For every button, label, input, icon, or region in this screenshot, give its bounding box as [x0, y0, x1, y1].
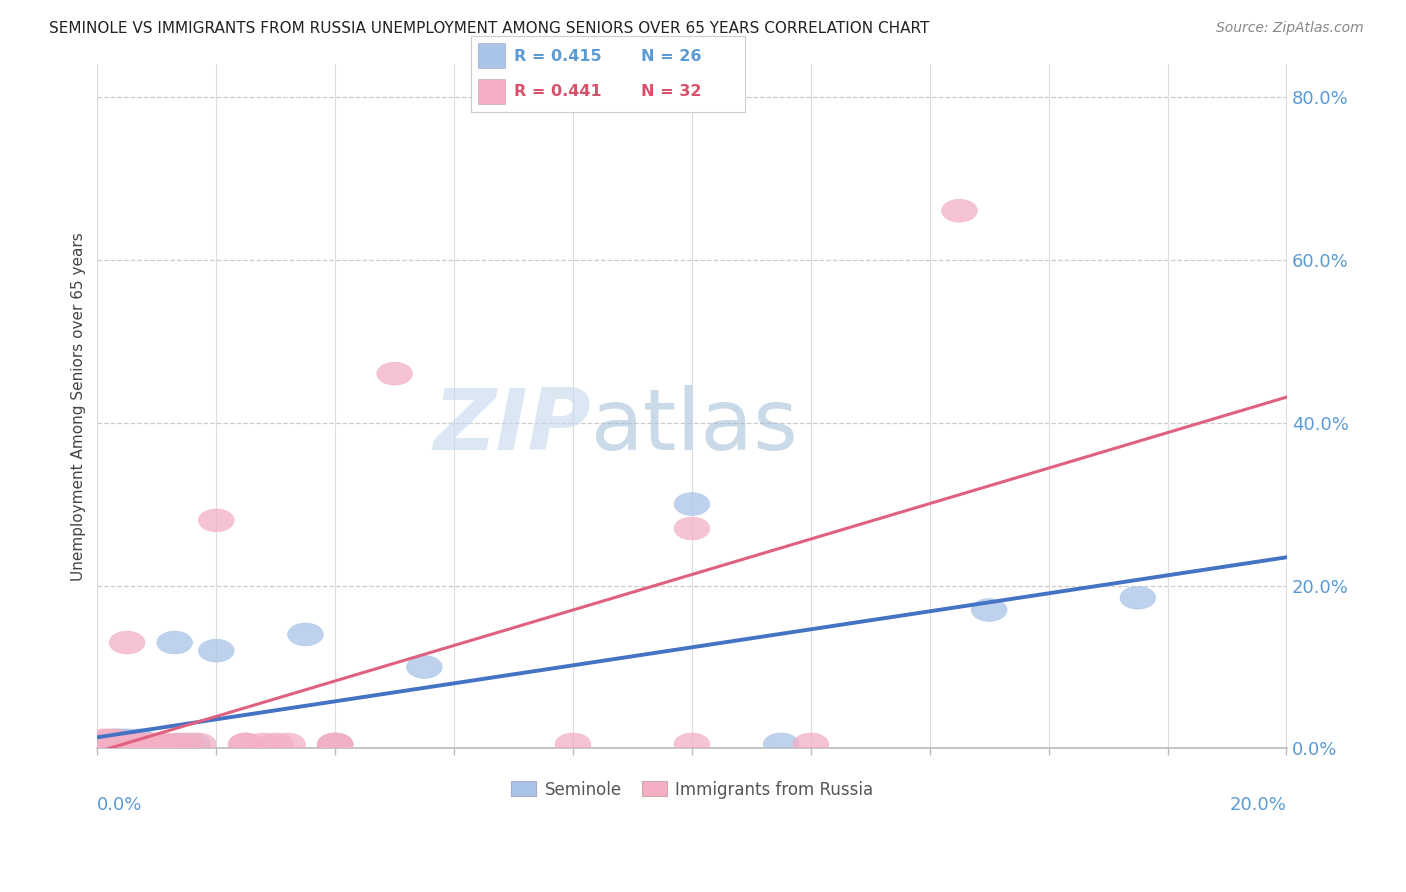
Ellipse shape	[1121, 586, 1156, 609]
Ellipse shape	[86, 733, 121, 756]
Ellipse shape	[673, 733, 710, 756]
Ellipse shape	[86, 729, 121, 752]
Ellipse shape	[228, 733, 264, 756]
Ellipse shape	[169, 733, 204, 756]
Text: 20.0%: 20.0%	[1230, 797, 1286, 814]
Ellipse shape	[127, 733, 163, 756]
Ellipse shape	[270, 733, 305, 756]
Ellipse shape	[163, 733, 198, 756]
Ellipse shape	[318, 733, 353, 756]
Text: R = 0.415: R = 0.415	[513, 49, 602, 63]
Ellipse shape	[121, 733, 157, 756]
Ellipse shape	[110, 733, 145, 756]
Ellipse shape	[121, 733, 157, 756]
Ellipse shape	[97, 729, 134, 752]
Bar	[478, 44, 505, 69]
Text: N = 32: N = 32	[641, 84, 702, 98]
Text: R = 0.441: R = 0.441	[513, 84, 602, 98]
Ellipse shape	[103, 733, 139, 756]
Ellipse shape	[134, 733, 169, 756]
Ellipse shape	[115, 733, 150, 756]
Text: SEMINOLE VS IMMIGRANTS FROM RUSSIA UNEMPLOYMENT AMONG SENIORS OVER 65 YEARS CORR: SEMINOLE VS IMMIGRANTS FROM RUSSIA UNEMP…	[49, 21, 929, 36]
Ellipse shape	[139, 733, 174, 756]
Ellipse shape	[110, 729, 145, 752]
Ellipse shape	[103, 733, 139, 756]
Ellipse shape	[377, 362, 412, 385]
Text: Source: ZipAtlas.com: Source: ZipAtlas.com	[1216, 21, 1364, 35]
Ellipse shape	[97, 733, 134, 756]
Bar	[478, 78, 505, 104]
Ellipse shape	[127, 733, 163, 756]
Ellipse shape	[134, 733, 169, 756]
Y-axis label: Unemployment Among Seniors over 65 years: Unemployment Among Seniors over 65 years	[72, 232, 86, 581]
Ellipse shape	[673, 492, 710, 516]
Ellipse shape	[86, 733, 121, 756]
Ellipse shape	[246, 733, 281, 756]
Ellipse shape	[180, 733, 217, 756]
Ellipse shape	[91, 733, 127, 756]
Text: 0.0%: 0.0%	[97, 797, 143, 814]
Text: ZIP: ZIP	[433, 385, 591, 468]
Ellipse shape	[121, 729, 157, 752]
Ellipse shape	[97, 729, 134, 752]
Ellipse shape	[157, 733, 193, 756]
Ellipse shape	[763, 733, 799, 756]
Legend: Seminole, Immigrants from Russia: Seminole, Immigrants from Russia	[505, 774, 880, 805]
Ellipse shape	[318, 733, 353, 756]
Ellipse shape	[198, 640, 235, 662]
Ellipse shape	[97, 733, 134, 756]
Ellipse shape	[793, 733, 828, 756]
Ellipse shape	[406, 656, 443, 679]
Ellipse shape	[555, 733, 591, 756]
Ellipse shape	[145, 733, 180, 756]
Ellipse shape	[972, 599, 1007, 622]
Ellipse shape	[139, 733, 174, 756]
Ellipse shape	[110, 632, 145, 654]
Ellipse shape	[318, 733, 353, 756]
Ellipse shape	[198, 509, 235, 532]
Ellipse shape	[288, 623, 323, 646]
Ellipse shape	[673, 517, 710, 540]
Ellipse shape	[257, 733, 294, 756]
Text: atlas: atlas	[591, 385, 799, 468]
Ellipse shape	[115, 733, 150, 756]
Ellipse shape	[228, 733, 264, 756]
Ellipse shape	[103, 729, 139, 752]
Ellipse shape	[91, 729, 127, 752]
Ellipse shape	[145, 733, 180, 756]
Ellipse shape	[157, 632, 193, 654]
Ellipse shape	[174, 733, 211, 756]
Ellipse shape	[91, 733, 127, 756]
Text: N = 26: N = 26	[641, 49, 702, 63]
Ellipse shape	[110, 733, 145, 756]
Ellipse shape	[942, 199, 977, 222]
